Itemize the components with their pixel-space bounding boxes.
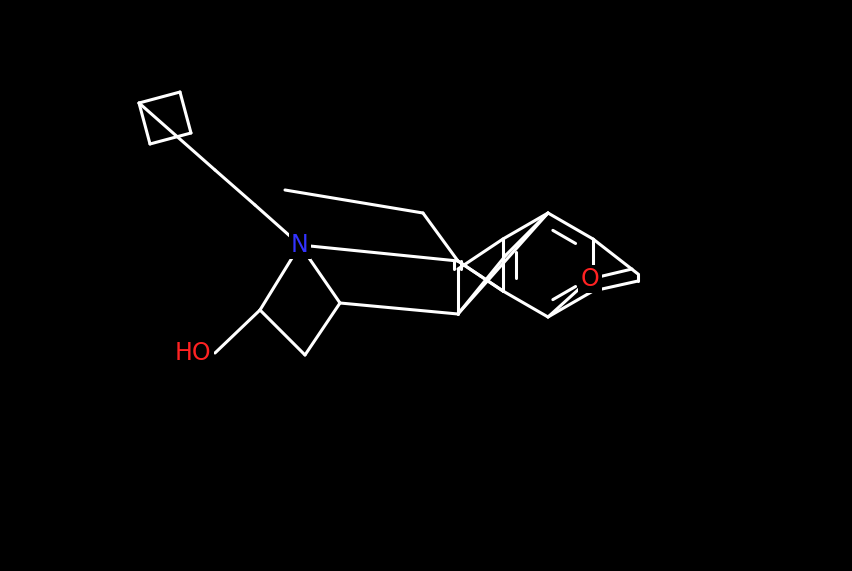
Text: O: O (580, 267, 599, 291)
Text: N: N (291, 233, 308, 257)
Text: HO: HO (175, 341, 211, 365)
